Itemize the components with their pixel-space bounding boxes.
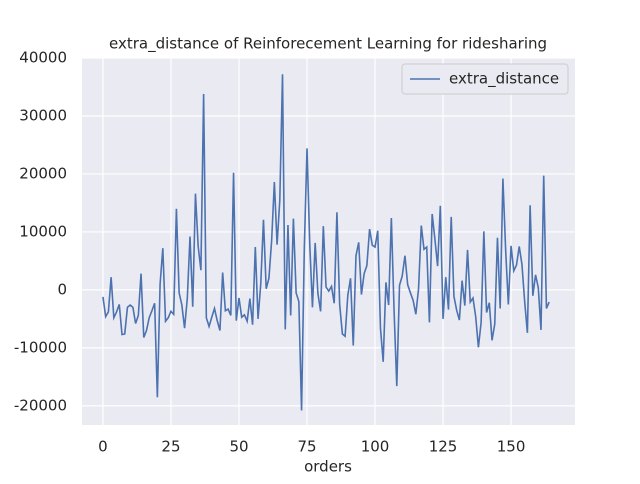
y-tick-label: -20000 [14, 396, 67, 414]
y-tick-label: 20000 [19, 164, 67, 182]
x-axis-label: orders [304, 458, 352, 476]
plot-area [82, 58, 575, 425]
chart-title: extra_distance of Reinforecement Learnin… [109, 35, 547, 54]
legend-label: extra_distance [449, 70, 559, 89]
x-tick-label: 125 [429, 438, 458, 456]
y-tick-label: 40000 [19, 49, 67, 67]
x-tick-label: 150 [497, 438, 526, 456]
y-tick-label: 10000 [19, 222, 67, 240]
x-tick-label: 0 [98, 438, 108, 456]
y-tick-label: -10000 [14, 338, 67, 356]
x-tick-label: 75 [297, 438, 316, 456]
x-tick-label: 100 [361, 438, 390, 456]
data-line [102, 74, 550, 411]
y-tick-label: 0 [57, 280, 67, 298]
x-tick-label: 50 [229, 438, 248, 456]
legend-box [401, 63, 569, 95]
y-tick-label: 30000 [19, 106, 67, 124]
x-tick-label: 25 [161, 438, 180, 456]
